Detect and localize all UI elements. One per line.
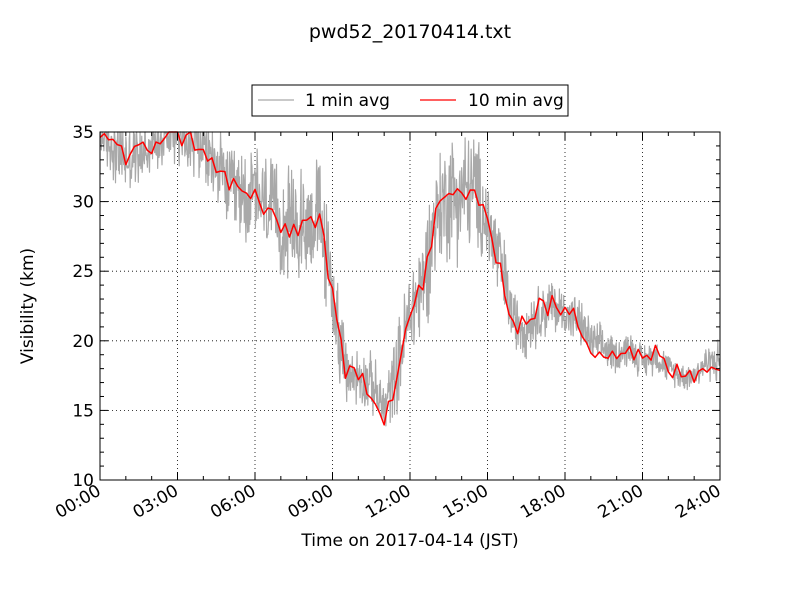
x-axis-label: Time on 2017-04-14 (JST) (300, 531, 518, 551)
y-tick-label: 10 (72, 471, 94, 491)
legend-label-1min: 1 min avg (305, 91, 390, 111)
y-tick-label: 35 (72, 123, 94, 143)
y-axis-label: Visibility (km) (18, 248, 38, 364)
legend-label-10min: 10 min avg (468, 91, 564, 111)
legend-box (251, 84, 569, 117)
chart-title: pwd52_20170414.txt (309, 21, 511, 43)
y-tick-label: 30 (72, 193, 94, 213)
grid (100, 132, 720, 480)
legend: 1 min avg 10 min avg (251, 84, 569, 117)
y-tick-label: 15 (72, 401, 94, 421)
y-tick-label: 20 (72, 332, 94, 352)
y-tick-label: 25 (72, 262, 94, 282)
series-10min-line (99, 131, 721, 426)
